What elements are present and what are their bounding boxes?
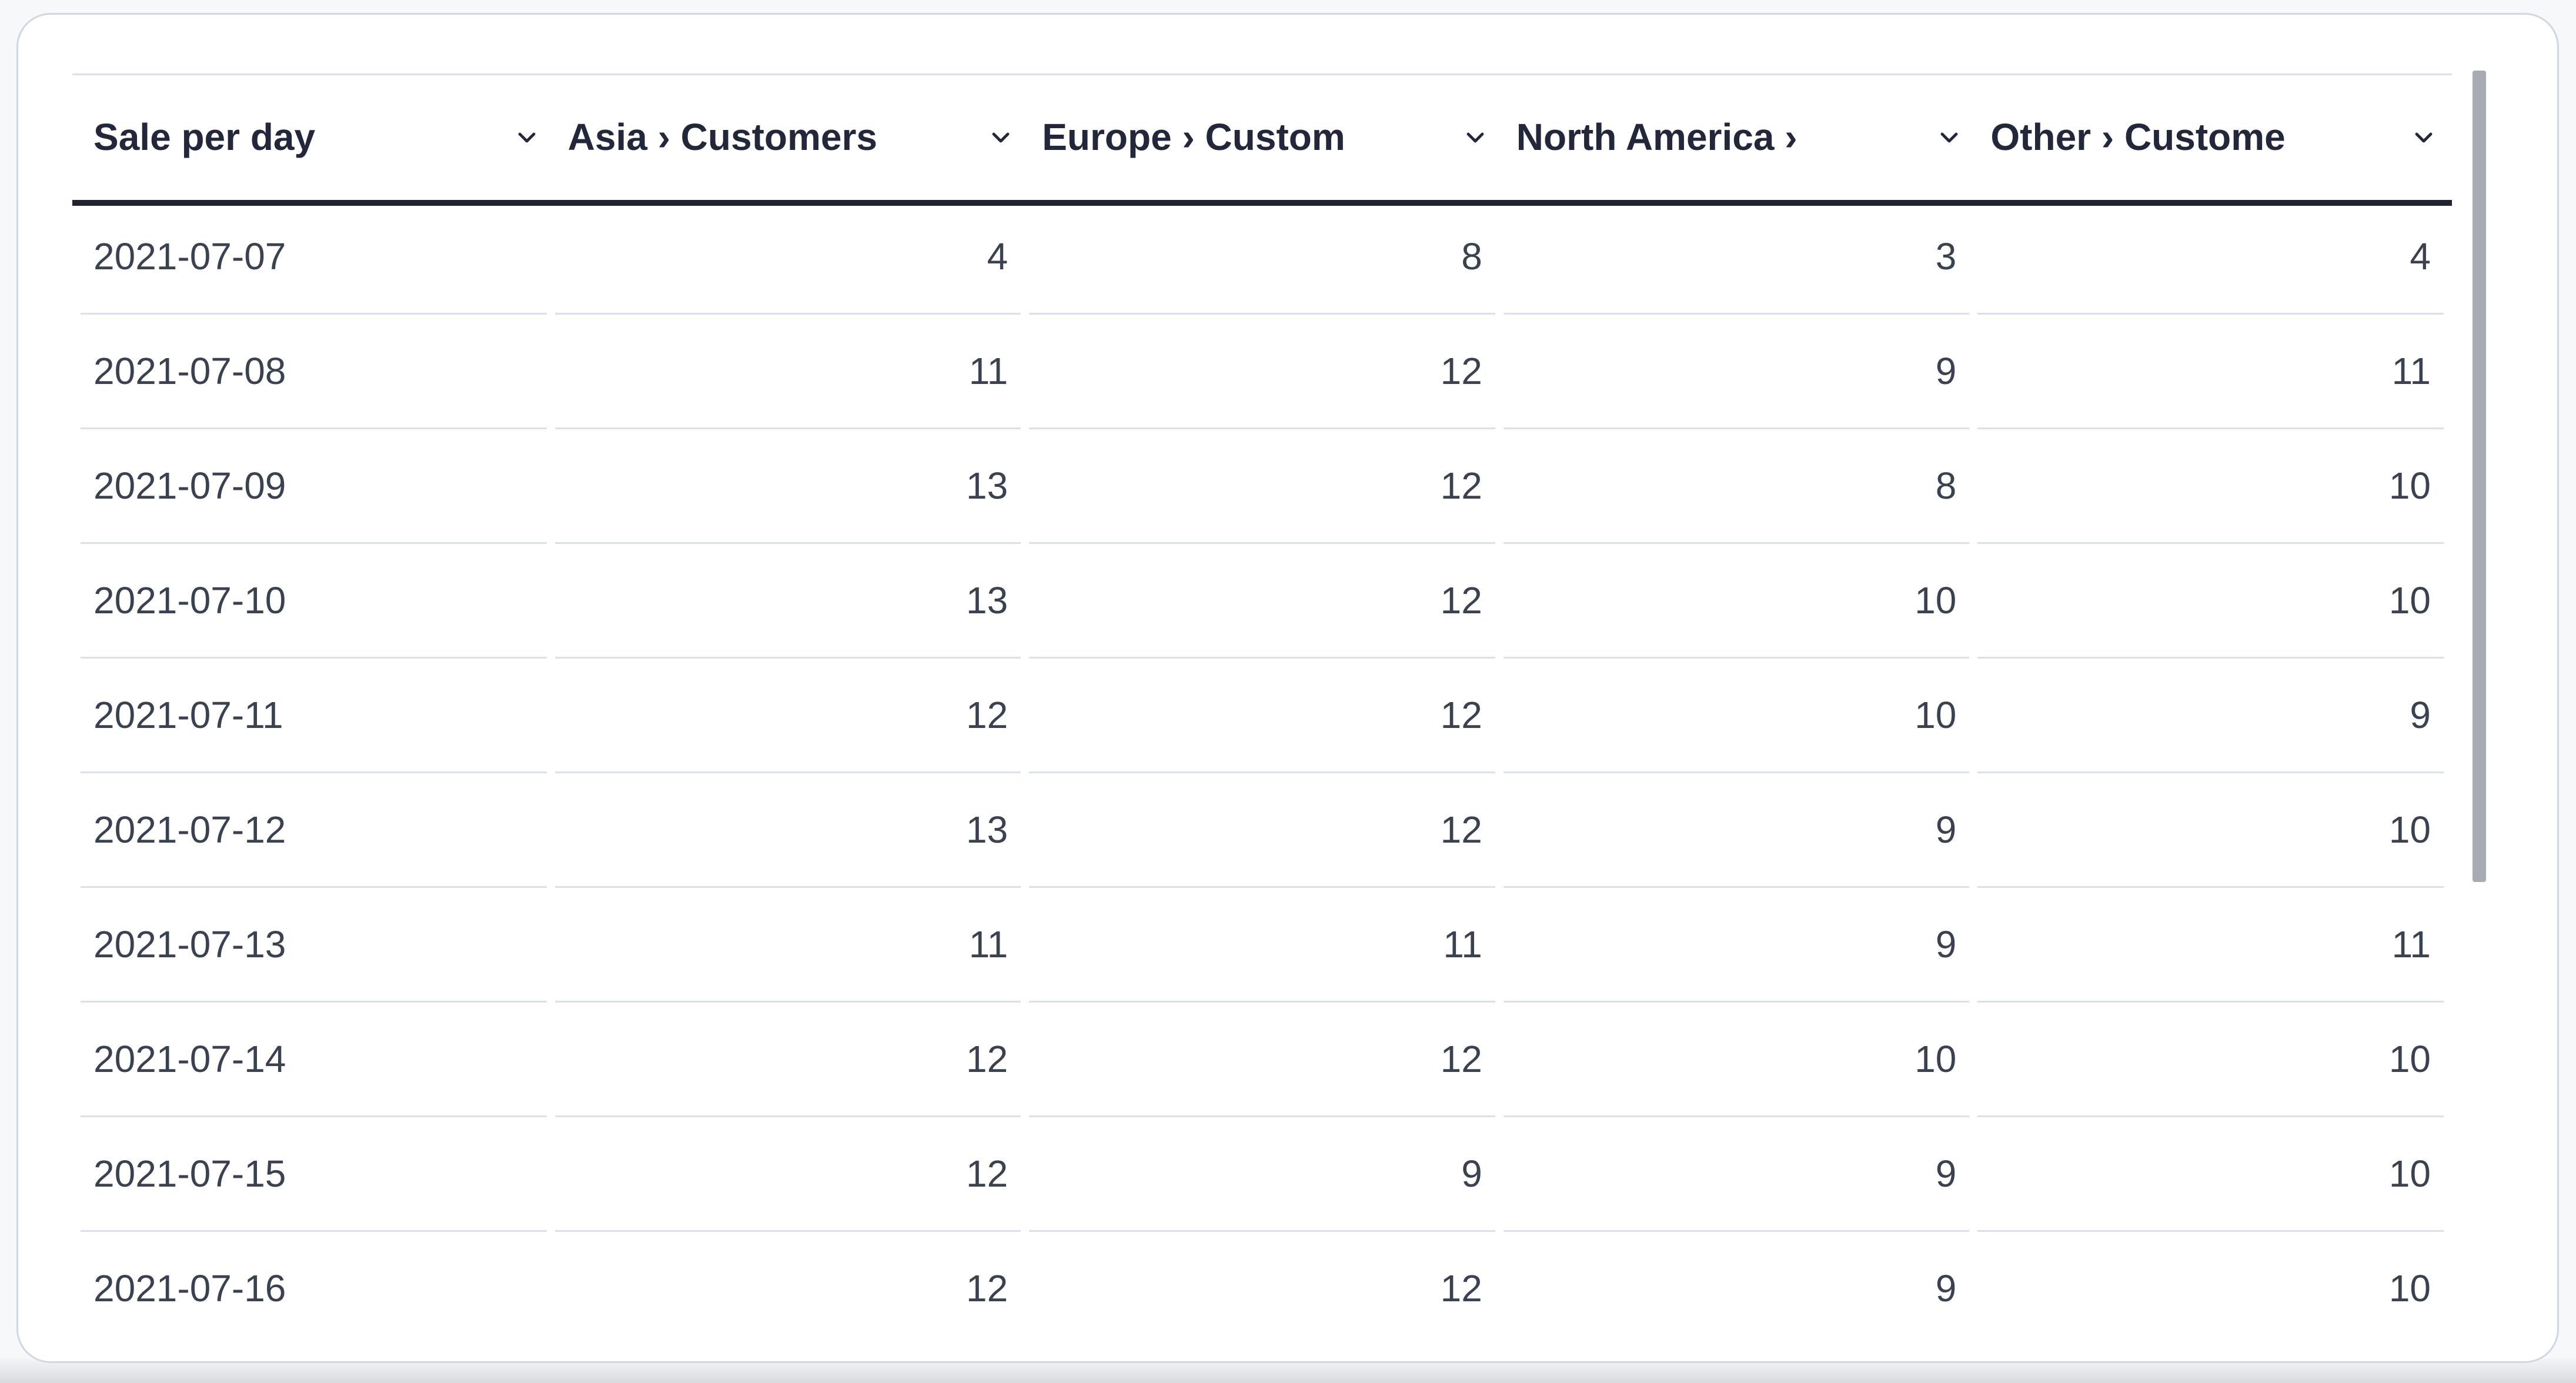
date-cell[interactable]: 2021-07-08 bbox=[81, 315, 547, 429]
date-cell[interactable]: 2021-07-10 bbox=[81, 544, 547, 659]
column-label: Other › Custome bbox=[1990, 115, 2286, 158]
value-cell[interactable]: 9 bbox=[1029, 1117, 1495, 1232]
value-cell[interactable]: 10 bbox=[1977, 544, 2444, 659]
chevron-down-icon[interactable] bbox=[987, 123, 1015, 151]
column-header-other-customers[interactable]: Other › Custome bbox=[1977, 74, 2444, 200]
value-cell[interactable]: 3 bbox=[1503, 200, 1970, 315]
vertical-scrollbar-thumb[interactable] bbox=[2473, 71, 2486, 882]
column-label: North America › bbox=[1516, 115, 1797, 158]
chevron-down-icon[interactable] bbox=[2410, 123, 2438, 151]
value-cell[interactable]: 11 bbox=[554, 888, 1021, 1003]
value-cell[interactable]: 12 bbox=[554, 1117, 1021, 1232]
value-cell[interactable]: 4 bbox=[554, 200, 1021, 315]
value-cell[interactable]: 13 bbox=[554, 544, 1021, 659]
value-cell[interactable]: 12 bbox=[1029, 1003, 1495, 1117]
value-cell[interactable]: 9 bbox=[1503, 315, 1970, 429]
table-row: 2021-07-09 13 12 8 10 bbox=[81, 429, 2444, 544]
date-cell[interactable]: 2021-07-16 bbox=[93, 1267, 286, 1309]
value-cell[interactable]: 9 bbox=[1503, 888, 1970, 1003]
table-row: 2021-07-12 13 12 9 10 bbox=[81, 773, 2444, 888]
value-cell[interactable]: 12 bbox=[1029, 659, 1495, 773]
table-row: 2021-07-16 12 12 9 10 bbox=[81, 1232, 2444, 1347]
value-cell[interactable]: 11 bbox=[1977, 315, 2444, 429]
column-label: Europe › Custom bbox=[1042, 115, 1345, 158]
value-cell[interactable]: 12 bbox=[1029, 544, 1495, 659]
table-row: 2021-07-11 12 12 10 9 bbox=[81, 659, 2444, 773]
value-cell[interactable]: 12 bbox=[554, 659, 1021, 773]
date-cell[interactable]: 2021-07-13 bbox=[81, 888, 547, 1003]
date-cell[interactable]: 2021-07-09 bbox=[81, 429, 547, 544]
column-header-asia-customers[interactable]: Asia › Customers bbox=[555, 74, 1021, 200]
column-header-europe-customers[interactable]: Europe › Custom bbox=[1029, 74, 1495, 200]
header-underline bbox=[72, 200, 2452, 206]
date-cell[interactable]: 2021-07-11 bbox=[81, 659, 547, 773]
value-cell[interactable]: 10 bbox=[1977, 773, 2444, 888]
value-cell[interactable]: 10 bbox=[1503, 1003, 1970, 1117]
value-cell[interactable]: 9 bbox=[1503, 773, 1970, 888]
date-cell[interactable]: 2021-07-15 bbox=[81, 1117, 547, 1232]
value-cell[interactable]: 12 bbox=[1440, 1267, 1482, 1309]
value-cell[interactable]: 11 bbox=[1029, 888, 1495, 1003]
value-cell[interactable]: 10 bbox=[1503, 544, 1970, 659]
value-cell[interactable]: 10 bbox=[1977, 1117, 2444, 1232]
table-row: 2021-07-15 12 9 9 10 bbox=[81, 1117, 2444, 1232]
value-cell[interactable]: 4 bbox=[1977, 200, 2444, 315]
value-cell[interactable]: 12 bbox=[554, 1003, 1021, 1117]
value-cell[interactable]: 10 bbox=[1977, 1003, 2444, 1117]
table-top-border bbox=[72, 74, 2452, 75]
value-cell[interactable]: 10 bbox=[1977, 429, 2444, 544]
table-row: 2021-07-13 11 11 9 11 bbox=[81, 888, 2444, 1003]
table-row: 2021-07-14 12 12 10 10 bbox=[81, 1003, 2444, 1117]
column-header-north-america-customers[interactable]: North America › bbox=[1503, 74, 1970, 200]
value-cell[interactable]: 8 bbox=[1029, 200, 1495, 315]
date-cell[interactable]: 2021-07-14 bbox=[81, 1003, 547, 1117]
date-cell[interactable]: 2021-07-07 bbox=[81, 200, 547, 315]
table-header: Sale per day Asia › Customers bbox=[81, 74, 2444, 200]
value-cell[interactable]: 9 bbox=[1977, 659, 2444, 773]
table-row: 2021-07-08 11 12 9 11 bbox=[81, 315, 2444, 429]
chevron-down-icon[interactable] bbox=[1935, 123, 1963, 151]
value-cell[interactable]: 13 bbox=[554, 429, 1021, 544]
value-cell[interactable]: 13 bbox=[554, 773, 1021, 888]
chevron-down-icon[interactable] bbox=[513, 123, 541, 151]
date-cell[interactable]: 2021-07-12 bbox=[81, 773, 547, 888]
sale-per-day-table: Sale per day Asia › Customers bbox=[72, 74, 2452, 1347]
value-cell[interactable]: 8 bbox=[1503, 429, 1970, 544]
value-cell[interactable]: 12 bbox=[1029, 429, 1495, 544]
value-cell[interactable]: 12 bbox=[1029, 315, 1495, 429]
value-cell[interactable]: 12 bbox=[966, 1267, 1008, 1309]
header-row: Sale per day Asia › Customers bbox=[81, 74, 2444, 200]
value-cell[interactable]: 12 bbox=[1029, 773, 1495, 888]
chevron-down-icon[interactable] bbox=[1461, 123, 1489, 151]
value-cell[interactable]: 9 bbox=[1935, 1267, 1957, 1309]
column-label: Asia › Customers bbox=[567, 115, 877, 158]
value-cell[interactable]: 9 bbox=[1503, 1117, 1970, 1232]
table-row: 2021-07-10 13 12 10 10 bbox=[81, 544, 2444, 659]
column-label: Sale per day bbox=[93, 115, 316, 158]
value-cell[interactable]: 10 bbox=[1503, 659, 1970, 773]
table-body: 2021-07-07 4 8 3 4 2021-07-08 11 12 9 11 2021-07-0… bbox=[81, 200, 2444, 1347]
column-header-sale-per-day[interactable]: Sale per day bbox=[81, 74, 547, 200]
table-row: 2021-07-07 4 8 3 4 bbox=[81, 200, 2444, 315]
value-cell[interactable]: 10 bbox=[2388, 1267, 2431, 1309]
table-card: Sale per day Asia › Customers bbox=[16, 13, 2559, 1363]
value-cell[interactable]: 11 bbox=[1977, 888, 2444, 1003]
value-cell[interactable]: 11 bbox=[554, 315, 1021, 429]
